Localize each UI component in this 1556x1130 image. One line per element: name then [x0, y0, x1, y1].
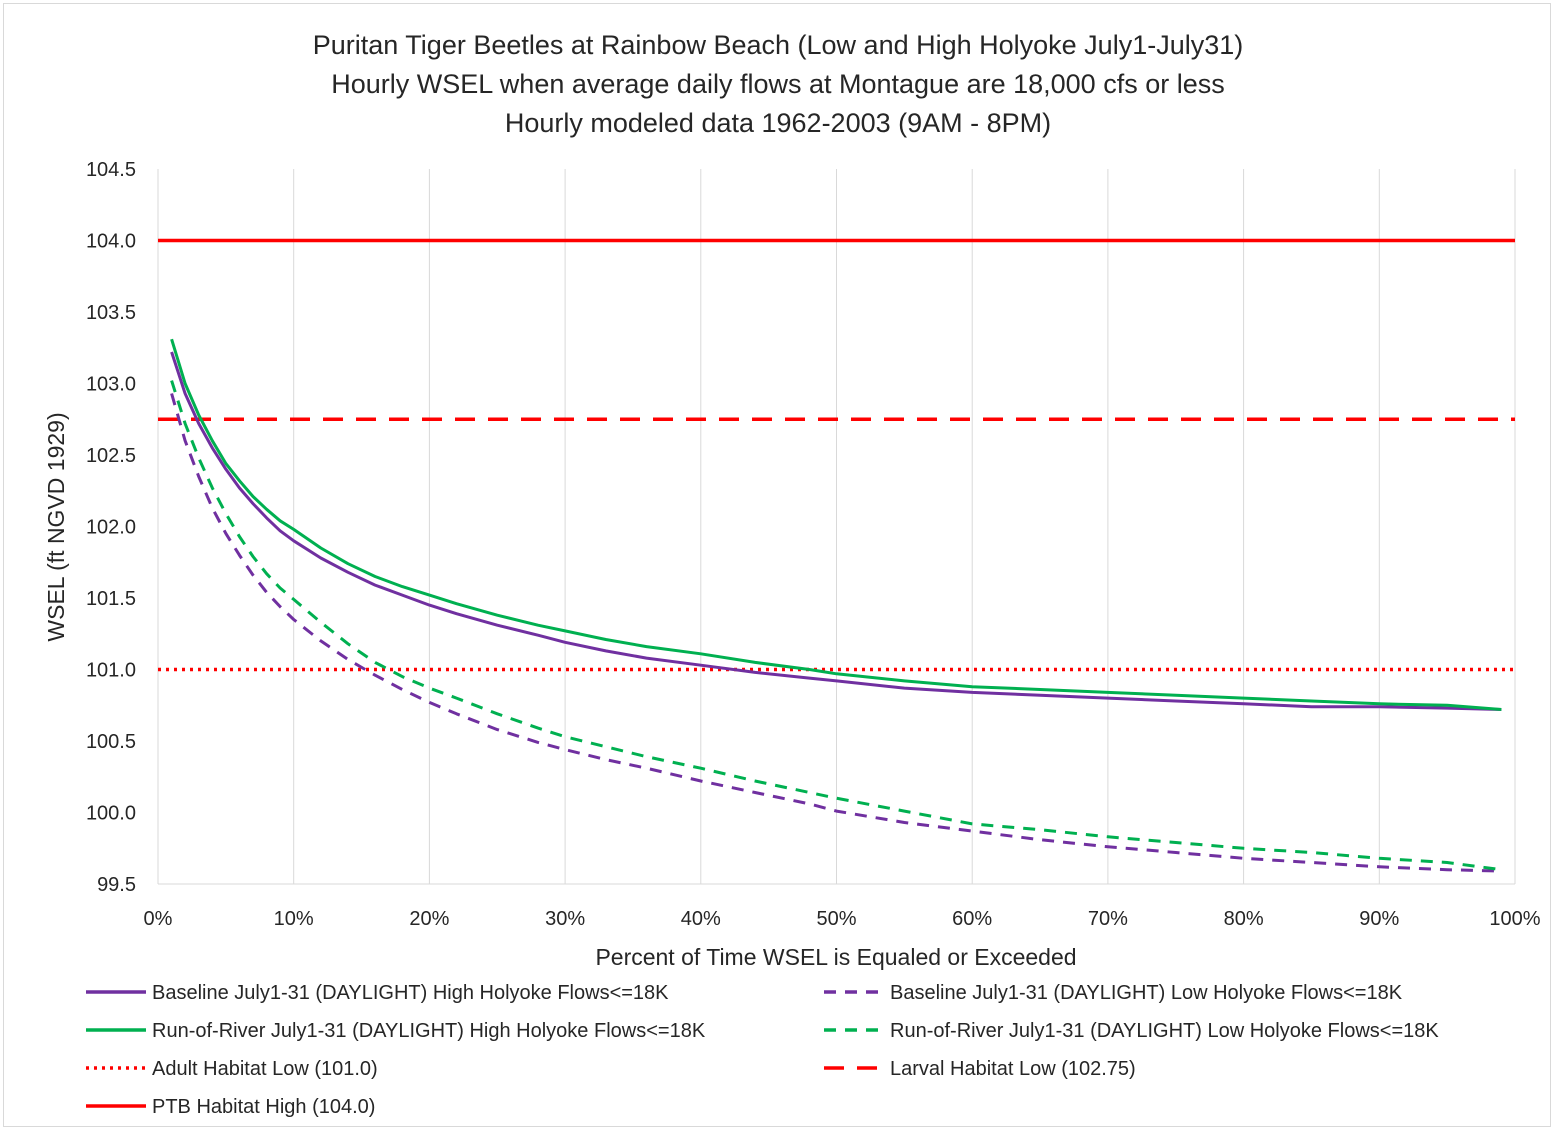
x-tick-label: 60% [952, 908, 992, 930]
series-line [170, 380, 1502, 872]
series-line [170, 393, 1502, 873]
legend-label: Run-of-River July1-31 (DAYLIGHT) High Ho… [152, 1020, 706, 1042]
chart-title-line-2: Hourly WSEL when average daily flows at … [331, 69, 1225, 99]
legend-label: Baseline July1-31 (DAYLIGHT) Low Holyoke… [890, 982, 1403, 1004]
x-tick-label: 30% [545, 908, 585, 930]
series-lines [170, 338, 1502, 873]
y-tick-label: 104.5 [86, 159, 136, 181]
legend: Baseline July1-31 (DAYLIGHT) High Holyok… [86, 982, 1439, 1118]
legend-label: Baseline July1-31 (DAYLIGHT) High Holyok… [152, 982, 669, 1004]
y-tick-label: 103.0 [86, 374, 136, 396]
y-tick-label: 100.5 [86, 731, 136, 753]
chart-frame [3, 3, 1551, 1127]
y-axis-ticks: 104.5 104.0 103.5 103.0 102.5 102.0 101.5 101.0… [86, 159, 136, 896]
x-tick-label: 40% [681, 908, 721, 930]
y-tick-label: 103.5 [86, 302, 136, 324]
y-axis-title: WSEL (ft NGVD 1929) [43, 412, 69, 641]
x-tick-label: 50% [816, 908, 856, 930]
x-axis-ticks: 0% 10% 20% 30% 40% 50% 60% 70% 80% 90% 100% [144, 908, 1541, 930]
gridlines [157, 169, 1516, 885]
series-line [170, 351, 1502, 711]
y-tick-label: 101.5 [86, 588, 136, 610]
x-tick-label: 20% [409, 908, 449, 930]
y-tick-label: 104.0 [86, 231, 136, 253]
legend-label: PTB Habitat High (104.0) [152, 1096, 375, 1118]
x-tick-label: 80% [1224, 908, 1264, 930]
chart-title: Puritan Tiger Beetles at Rainbow Beach (… [0, 26, 1556, 143]
y-tick-label: 99.5 [97, 874, 136, 896]
y-tick-label: 102.0 [86, 517, 136, 539]
x-tick-label: 0% [144, 908, 173, 930]
y-tick-label: 101.0 [86, 660, 136, 682]
x-tick-label: 100% [1489, 908, 1540, 930]
reference-lines [158, 238, 1515, 672]
x-tick-label: 70% [1088, 908, 1128, 930]
y-tick-label: 100.0 [86, 803, 136, 825]
legend-label: Adult Habitat Low (101.0) [152, 1058, 378, 1080]
chart-title-line-3: Hourly modeled data 1962-2003 (9AM - 8PM… [504, 108, 1052, 138]
legend-label: Larval Habitat Low (102.75) [890, 1058, 1136, 1080]
y-tick-label: 102.5 [86, 445, 136, 467]
x-axis-title: Percent of Time WSEL is Equaled or Excee… [595, 944, 1076, 970]
x-tick-label: 10% [274, 908, 314, 930]
chart-title-line-1: Puritan Tiger Beetles at Rainbow Beach (… [312, 30, 1244, 60]
series-line [170, 338, 1502, 711]
legend-label: Run-of-River July1-31 (DAYLIGHT) Low Hol… [890, 1020, 1439, 1042]
x-tick-label: 90% [1359, 908, 1399, 930]
